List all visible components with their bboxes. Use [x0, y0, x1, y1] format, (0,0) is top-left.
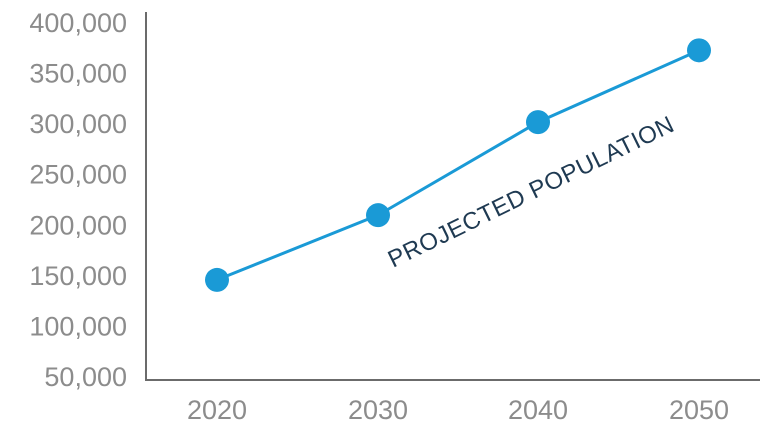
- data-point: [205, 267, 229, 292]
- x-tick-label: 2030: [348, 395, 408, 422]
- y-tick-label: 100,000: [29, 311, 127, 341]
- x-tick-label: 2050: [669, 395, 729, 422]
- y-tick-label: 50,000: [44, 362, 127, 392]
- y-tick-label: 200,000: [29, 210, 127, 240]
- y-tick-label: 400,000: [29, 8, 127, 38]
- y-tick-label: 250,000: [29, 160, 127, 190]
- y-tick-label: 350,000: [29, 59, 127, 89]
- data-point: [687, 38, 711, 63]
- y-tick-label: 150,000: [29, 261, 127, 291]
- data-point: [526, 110, 550, 135]
- y-tick-label: 300,000: [29, 109, 127, 139]
- series-group: [205, 38, 711, 292]
- x-tick-label: 2020: [187, 395, 247, 422]
- data-point: [366, 203, 390, 228]
- x-tick-labels: 2020 2030 2040 2050: [187, 395, 729, 422]
- y-tick-labels: 50,000 100,000 150,000 200,000 250,000 300,00…: [29, 8, 127, 392]
- projected-population-annotation: PROJECTED POPULATION: [384, 111, 679, 273]
- series-line: [216, 48, 700, 282]
- x-tick-label: 2040: [508, 395, 568, 422]
